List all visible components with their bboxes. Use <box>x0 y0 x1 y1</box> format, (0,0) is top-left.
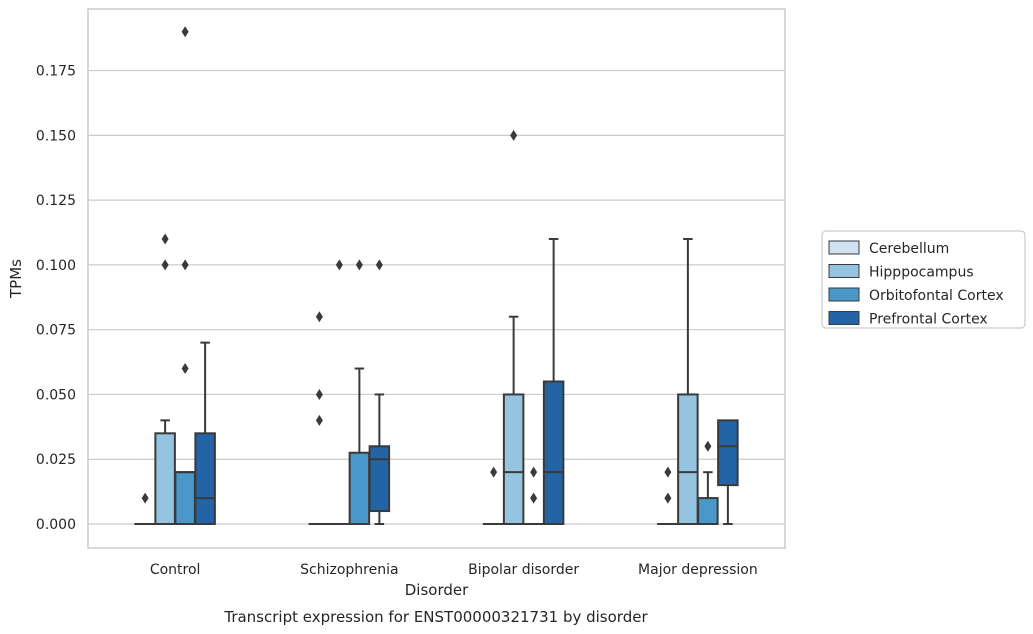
outlier-point <box>316 311 323 322</box>
box-series <box>135 26 737 524</box>
outlier-point <box>356 259 363 270</box>
box-hipppocampus <box>678 239 698 524</box>
legend-swatch <box>829 241 859 254</box>
legend-swatch <box>829 312 859 325</box>
figure-caption: Transcript expression for ENST0000032173… <box>223 608 648 626</box>
outlier-point <box>510 130 517 141</box>
box-body <box>370 446 390 511</box>
box-plot-chart: 0.000 0.025 0.050 0.075 0.100 0.125 0.150 0.175… <box>0 0 1033 634</box>
outlier-point <box>316 389 323 400</box>
box-cerebellum <box>484 467 504 524</box>
outlier-point <box>316 415 323 426</box>
box-hipppocampus <box>330 259 350 524</box>
box-hipppocampus <box>504 130 524 524</box>
y-tick-label: 0.125 <box>36 193 76 209</box>
box-cerebellum <box>658 467 678 524</box>
y-tick-label: 0.000 <box>36 517 76 533</box>
box-body <box>544 381 564 524</box>
legend-label: Cerebellum <box>869 241 949 257</box>
outlier-point <box>490 467 497 478</box>
x-tick-label: Schizophrenia <box>300 562 398 578</box>
outlier-point <box>376 259 383 270</box>
y-tick-label: 0.100 <box>36 258 76 274</box>
box-orbitofontal-cortex <box>698 441 718 524</box>
legend-swatch <box>829 288 859 301</box>
y-tick-label: 0.050 <box>36 387 76 403</box>
x-tick-label: Control <box>150 562 201 578</box>
box-cerebellum <box>135 493 155 524</box>
box-body <box>504 394 524 524</box>
y-axis-title: TPMs <box>7 259 25 299</box>
outlier-point <box>336 259 343 270</box>
legend-label: Hipppocampus <box>869 265 974 281</box>
box-body <box>678 394 698 524</box>
box-body <box>195 433 215 524</box>
box-prefrontal-cortex <box>544 239 564 524</box>
outlier-point <box>530 467 537 478</box>
outlier-point <box>162 259 169 270</box>
y-tick-label: 0.150 <box>36 128 76 144</box>
x-tick-label: Bipolar disorder <box>468 562 579 578</box>
y-axis-ticks: 0.000 0.025 0.050 0.075 0.100 0.125 0.150 0.175 <box>36 64 76 533</box>
box-orbitofontal-cortex <box>175 26 195 524</box>
outlier-point <box>182 363 189 374</box>
legend-label: Prefrontal Cortex <box>869 312 988 328</box>
outlier-point <box>182 26 189 37</box>
y-tick-label: 0.175 <box>36 64 76 80</box>
x-axis-title: Disorder <box>405 581 469 599</box>
x-axis-ticks: Control Schizophrenia Bipolar disorder Majo… <box>150 562 758 578</box>
box-orbitofontal-cortex <box>524 467 544 524</box>
box-hipppocampus <box>155 233 175 524</box>
outlier-point <box>182 259 189 270</box>
box-prefrontal-cortex <box>718 420 738 524</box>
box-body <box>350 453 370 524</box>
x-tick-label: Major depression <box>638 562 758 578</box>
legend-swatch <box>829 265 859 278</box>
outlier-point <box>142 493 149 504</box>
outlier-point <box>664 493 671 504</box>
outlier-point <box>664 467 671 478</box>
box-orbitofontal-cortex <box>350 259 370 524</box>
box-body <box>698 498 718 524</box>
y-tick-label: 0.025 <box>36 452 76 468</box>
legend: Cerebellum Hipppocampus Orbitofontal Corte… <box>822 231 1025 328</box>
box-body <box>718 420 738 485</box>
box-cerebellum <box>310 311 330 524</box>
outlier-point <box>162 233 169 244</box>
box-body <box>175 472 195 524</box>
box-body <box>155 433 175 524</box>
outlier-point <box>704 441 711 452</box>
legend-label: Orbitofontal Cortex <box>869 288 1004 304</box>
y-tick-label: 0.075 <box>36 323 76 339</box>
outlier-point <box>530 493 537 504</box>
box-prefrontal-cortex <box>370 259 390 524</box>
box-prefrontal-cortex <box>195 343 215 524</box>
